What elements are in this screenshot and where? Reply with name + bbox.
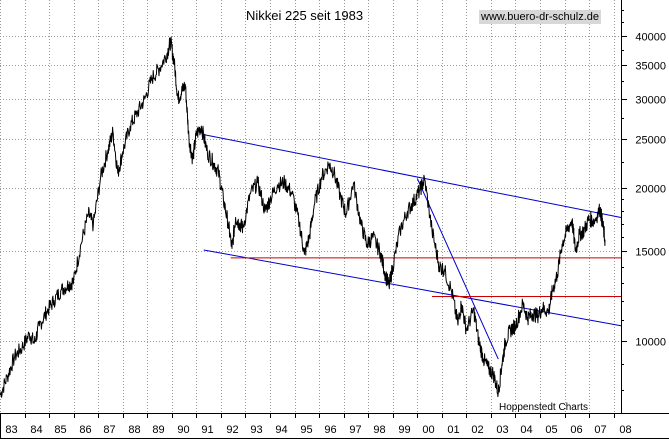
x-tick-label: 97 xyxy=(349,424,361,436)
x-tick-label: 00 xyxy=(422,424,434,436)
x-tick-label: 90 xyxy=(177,424,189,436)
source-label: Hoppenstedt Charts xyxy=(499,402,588,413)
x-tick-label: 08 xyxy=(619,424,631,436)
trend-lines xyxy=(203,134,622,360)
x-tick-label: 88 xyxy=(128,424,140,436)
x-tick-label: 87 xyxy=(103,424,115,436)
x-tick-label: 94 xyxy=(275,424,287,436)
x-tick-label: 89 xyxy=(152,424,164,436)
chart-title: Nikkei 225 seit 1983 xyxy=(246,8,364,23)
nikkei-price-line xyxy=(0,36,606,398)
x-tick-label: 83 xyxy=(5,424,17,436)
x-tick-label: 04 xyxy=(520,424,532,436)
x-tick-label: 91 xyxy=(201,424,213,436)
y-tick-label: 25000 xyxy=(635,135,666,147)
y-tick-label: 35000 xyxy=(635,61,666,73)
x-tick-label: 07 xyxy=(594,424,606,436)
trend-line xyxy=(203,249,622,327)
support-lines xyxy=(230,257,621,298)
trend-line xyxy=(416,178,499,360)
x-tick-label: 84 xyxy=(30,424,42,436)
y-tick-label: 40000 xyxy=(635,32,666,44)
x-tick-label: 01 xyxy=(447,424,459,436)
x-tick-label: 05 xyxy=(545,424,557,436)
price-series xyxy=(0,36,606,398)
x-tick-label: 85 xyxy=(54,424,66,436)
watermark-url: www.buero-dr-schulz.de xyxy=(479,10,601,24)
x-tick-label: 02 xyxy=(471,424,483,436)
x-tick-label: 03 xyxy=(496,424,508,436)
x-tick-label: 98 xyxy=(373,424,385,436)
y-tick-label: 20000 xyxy=(635,184,666,196)
y-tick-label: 30000 xyxy=(635,95,666,107)
x-tick-label: 92 xyxy=(226,424,238,436)
x-tick-label: 93 xyxy=(250,424,262,436)
x-tick-label: 86 xyxy=(79,424,91,436)
y-axis-ticks: 10000 15000 20000 25000 30000 35000 40000 xyxy=(621,10,666,391)
x-tick-label: 96 xyxy=(324,424,336,436)
y-tick-label: 10000 xyxy=(635,337,666,349)
y-tick-label: 15000 xyxy=(635,247,666,259)
x-tick-label: 06 xyxy=(570,424,582,436)
trend-line xyxy=(203,134,622,218)
x-axis-ticks: 83 84 85 86 87 88 89 90 91 92 93 94 95 96 97 98 99 00 01 02… xyxy=(0,413,632,436)
x-tick-label: 99 xyxy=(398,424,410,436)
x-tick-label: 95 xyxy=(300,424,312,436)
